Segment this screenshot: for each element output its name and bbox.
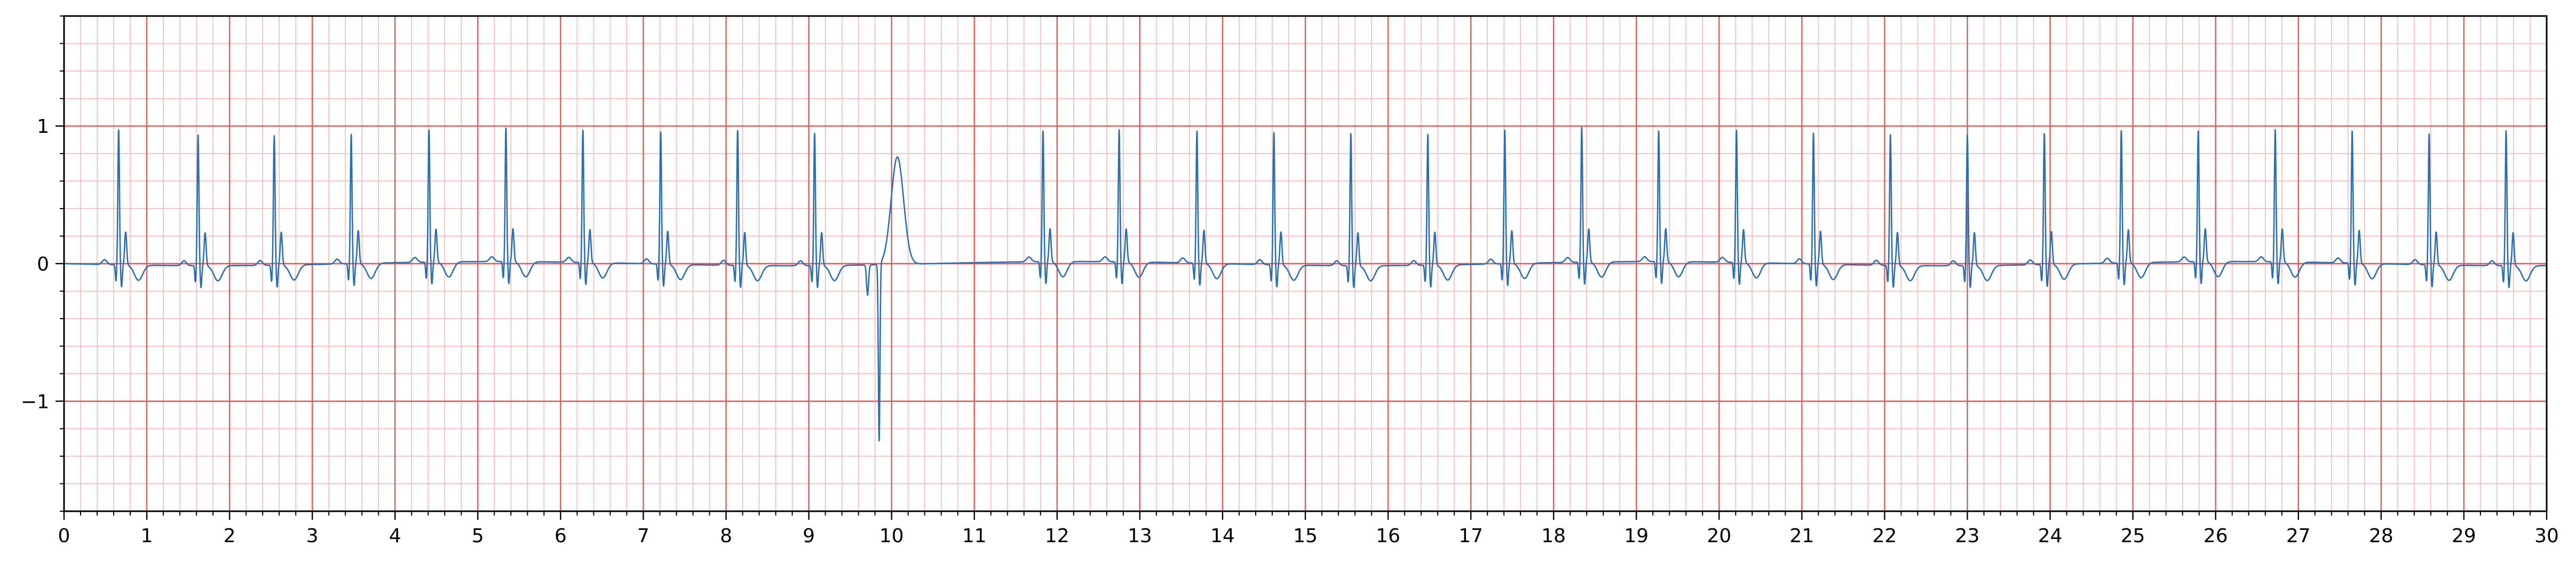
x-tick-label: 14: [1210, 525, 1235, 547]
x-tick-label: 8: [720, 525, 732, 547]
x-tick-label: 4: [389, 525, 401, 547]
x-tick-label: 12: [1045, 525, 1069, 547]
x-tick-label: 30: [2534, 525, 2559, 547]
x-tick-label: 15: [1293, 525, 1318, 547]
x-tick-label: 24: [2038, 525, 2063, 547]
y-tick-label: 0: [37, 253, 49, 275]
x-tick-label: 1: [141, 525, 153, 547]
x-tick-label: 6: [554, 525, 567, 547]
x-tick-label: 29: [2452, 525, 2476, 547]
x-tick-label: 2: [224, 525, 236, 547]
x-tick-label: 9: [803, 525, 815, 547]
x-tick-label: 16: [1376, 525, 1400, 547]
y-tick-label: −1: [21, 391, 49, 413]
x-tick-label: 28: [2369, 525, 2393, 547]
x-tick-label: 25: [2121, 525, 2145, 547]
x-tick-label: 23: [1955, 525, 1980, 547]
x-tick-label: 7: [637, 525, 649, 547]
major-grid: [63, 16, 2548, 511]
y-tick-label: 1: [37, 116, 49, 138]
x-tick-label: 21: [1789, 525, 1814, 547]
x-tick-label: 26: [2204, 525, 2228, 547]
x-tick-label: 11: [962, 525, 987, 547]
x-tick-label: 19: [1624, 525, 1648, 547]
x-tick-label: 22: [1873, 525, 1897, 547]
x-axis: 0 1 2 3 4 5 6 7 8 9 10 11 12 13 14 15 16 17 18 19 20 21 22 23 24…: [58, 511, 2559, 547]
x-tick-label: 0: [58, 525, 70, 547]
x-tick-label: 20: [1707, 525, 1731, 547]
x-tick-label: 10: [879, 525, 904, 547]
x-tick-label: 3: [306, 525, 319, 547]
y-axis: −1 0 1: [21, 15, 64, 512]
ecg-trace: [63, 126, 2548, 442]
x-tick-label: 18: [1541, 525, 1566, 547]
x-tick-label: 17: [1459, 525, 1483, 547]
x-tick-label: 5: [472, 525, 484, 547]
x-tick-label: 13: [1128, 525, 1152, 547]
x-tick-label: 27: [2286, 525, 2311, 547]
